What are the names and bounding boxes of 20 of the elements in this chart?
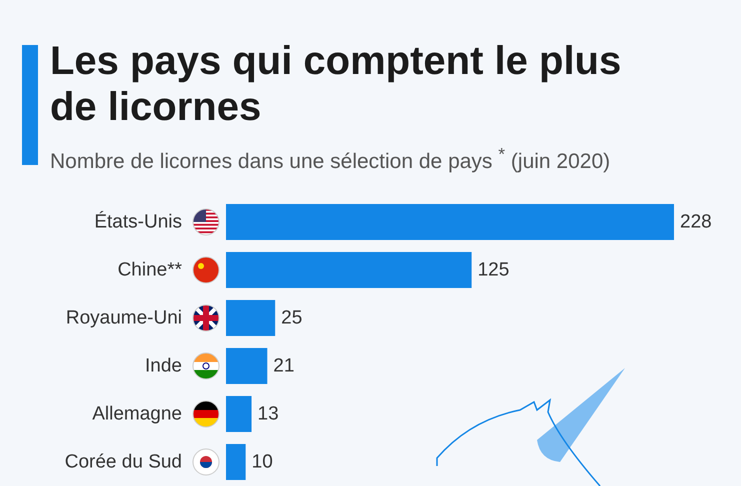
data-label: 125 (478, 260, 510, 280)
bar (226, 252, 472, 288)
y-tick-label: Chine** (118, 260, 183, 280)
y-tick-label: Corée du Sud (64, 452, 182, 472)
bar (226, 396, 252, 432)
data-label: 13 (258, 404, 279, 424)
y-tick-label: Allemagne (92, 404, 182, 424)
bar (226, 204, 674, 240)
data-label: 228 (680, 212, 712, 232)
chart-subtitle: Nombre de licornes dans une sélection de pays $^{*}$ (juin 2020) (50, 144, 610, 174)
bar (226, 444, 246, 480)
y-tick-label: Inde (145, 356, 182, 376)
y-tick-label: États-Unis (94, 210, 182, 232)
data-label: 21 (273, 356, 294, 376)
chart-title: Les pays qui comptent le plus de licornes (50, 38, 622, 130)
y-tick-label: Royaume-Uni (66, 308, 182, 328)
data-label: 25 (281, 308, 302, 328)
bar (226, 348, 268, 384)
bar (226, 300, 276, 336)
data-label: 10 (252, 452, 273, 472)
